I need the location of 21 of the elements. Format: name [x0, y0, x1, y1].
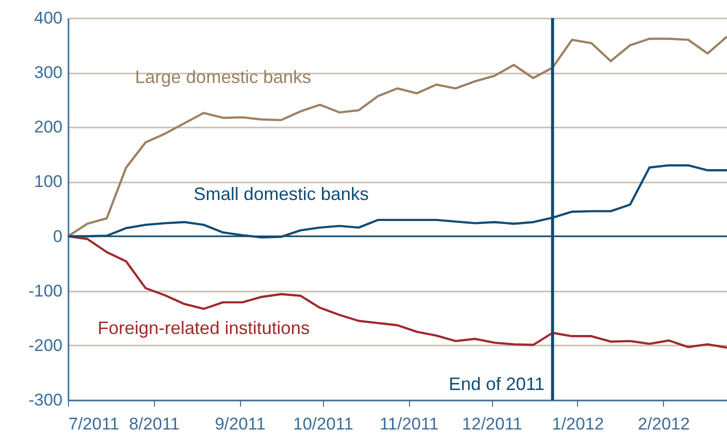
- series-label: Small domestic banks: [194, 184, 369, 204]
- line-series: [66, 35, 727, 238]
- x-tick-label: 10/2011: [293, 414, 354, 434]
- x-tick-label: 7/2011: [68, 414, 120, 434]
- y-tick-label: -100: [28, 281, 62, 300]
- x-tick-label: 2/2012: [638, 414, 690, 434]
- series-label: Large domestic banks: [135, 66, 312, 87]
- y-tick-label: 200: [34, 118, 62, 137]
- x-tick-label: 11/2011: [380, 414, 439, 434]
- series-label: Foreign-related institutions: [98, 318, 310, 338]
- y-tick-label: 100: [34, 172, 62, 192]
- y-tick-label: -200: [28, 336, 62, 355]
- x-tick-label: 9/2011: [214, 414, 266, 434]
- y-tick-label: 0: [53, 226, 62, 246]
- ref-line-label: End of 2011: [448, 374, 545, 394]
- y-tick-label: 400: [34, 8, 62, 28]
- x-tick-label: 1/2012: [552, 414, 604, 434]
- x-tick-label: 12/2011: [462, 414, 522, 434]
- y-tick-label: 300: [34, 63, 62, 82]
- x-tick-label: 8/2011: [128, 414, 180, 434]
- y-tick-label: -300: [28, 390, 62, 410]
